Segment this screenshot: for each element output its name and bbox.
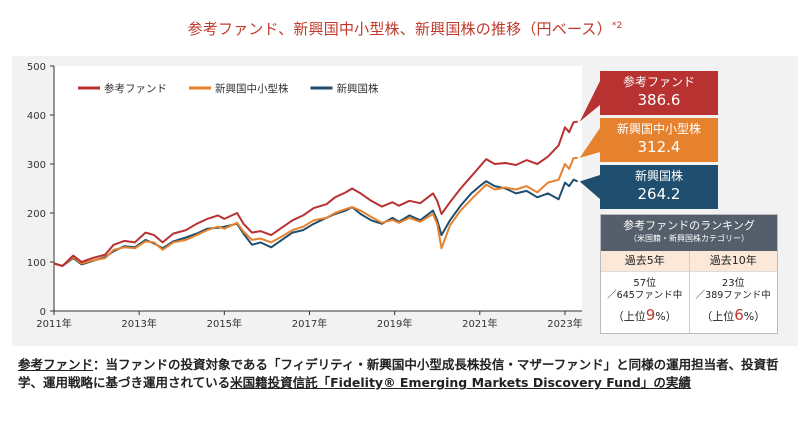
x-tick-label: 2021年 (462, 317, 497, 330)
ranking-header: 参考ファンドのランキング （米国籍・新興国株カテゴリー） (601, 215, 777, 251)
ranking-top: （上位9%） (612, 306, 677, 324)
footnote: 参考ファンド：当ファンドの投資対象である「フィデリティ・新興国中小型成長株投信・… (18, 356, 798, 392)
value-box-smallmid-value: 312.4 (637, 138, 681, 156)
value-box-em-name: 新興国株 (634, 169, 683, 183)
value-box-smallmid: 新興国中小型株 312.4 (600, 118, 718, 162)
value-box-fund-value: 386.6 (637, 91, 681, 109)
ranking-subtitle: （米国籍・新興国株カテゴリー） (629, 234, 749, 243)
y-tick-label: 300 (27, 160, 46, 171)
ranking-col-10y: 過去10年 23位 ／389ファンド中 （上位6%） (688, 251, 777, 333)
line-chart: 0 100 200 300 400 500 2011年 2013年 2015年 2017年 2019… (27, 62, 600, 330)
x-tick-label: 2011年 (36, 317, 71, 330)
ranking-col-5y: 過去5年 57位 ／645ファンド中 （上位9%） (601, 251, 689, 333)
legend-label-fund: 参考ファンド (104, 82, 167, 95)
legend-label-smallmid: 新興国中小型株 (215, 82, 289, 95)
x-tick-label: 2015年 (207, 317, 242, 330)
footnote-body: ：当ファンドの投資対象である「フィデリティ・新興国中小型成長株投信・マザーファン… (18, 357, 779, 390)
pointer-em (579, 175, 600, 199)
ranking-of: ／389ファンド中 (695, 290, 771, 301)
ranking-period: 過去10年 (689, 251, 777, 272)
value-box-em-value: 264.2 (637, 185, 681, 203)
x-tick-label: 2019年 (377, 317, 412, 330)
value-box-smallmid-name: 新興国中小型株 (616, 122, 701, 136)
ranking-rank: 57位 (633, 278, 657, 289)
footnote-link: 米国籍投資信託「Fidelity® Emerging Markets Disco… (230, 375, 691, 390)
value-box-fund-name: 参考ファンド (622, 75, 695, 89)
value-box-fund: 参考ファンド 386.6 (600, 71, 718, 115)
ranking-of: ／645ファンド中 (607, 290, 683, 301)
ranking-top: （上位6%） (701, 306, 766, 324)
ranking-period: 過去5年 (601, 251, 689, 272)
x-tick-label: 2013年 (121, 317, 156, 330)
footnote-term: 参考ファンド (18, 357, 94, 372)
legend-label-em: 新興国株 (337, 82, 379, 95)
x-tick-label: 2023年 (547, 317, 582, 330)
pointer-smallmid (579, 128, 600, 158)
x-tick-label: 2017年 (292, 317, 327, 330)
pointer-fund (579, 81, 600, 122)
value-box-em: 新興国株 264.2 (600, 165, 718, 209)
series-line-fund (53, 120, 578, 267)
ranking-rank: 23位 (721, 278, 745, 289)
y-tick-label: 0 (40, 307, 46, 318)
ranking-table: 参考ファンドのランキング （米国籍・新興国株カテゴリー） 過去5年 57位 ／6… (600, 214, 778, 334)
y-tick-label: 500 (27, 62, 46, 73)
chart-panel: 0 100 200 300 400 500 2011年 2013年 2015年 2017年 2019… (12, 56, 798, 346)
y-tick-label: 400 (27, 111, 46, 122)
series-line-smallmid (53, 156, 578, 267)
ranking-title: 参考ファンドのランキング (623, 219, 755, 232)
y-tick-label: 100 (27, 258, 46, 269)
chart-title: 参考ファンド、新興国中小型株、新興国株の推移（円ベース）*2 (187, 20, 623, 38)
y-tick-label: 200 (27, 209, 46, 220)
